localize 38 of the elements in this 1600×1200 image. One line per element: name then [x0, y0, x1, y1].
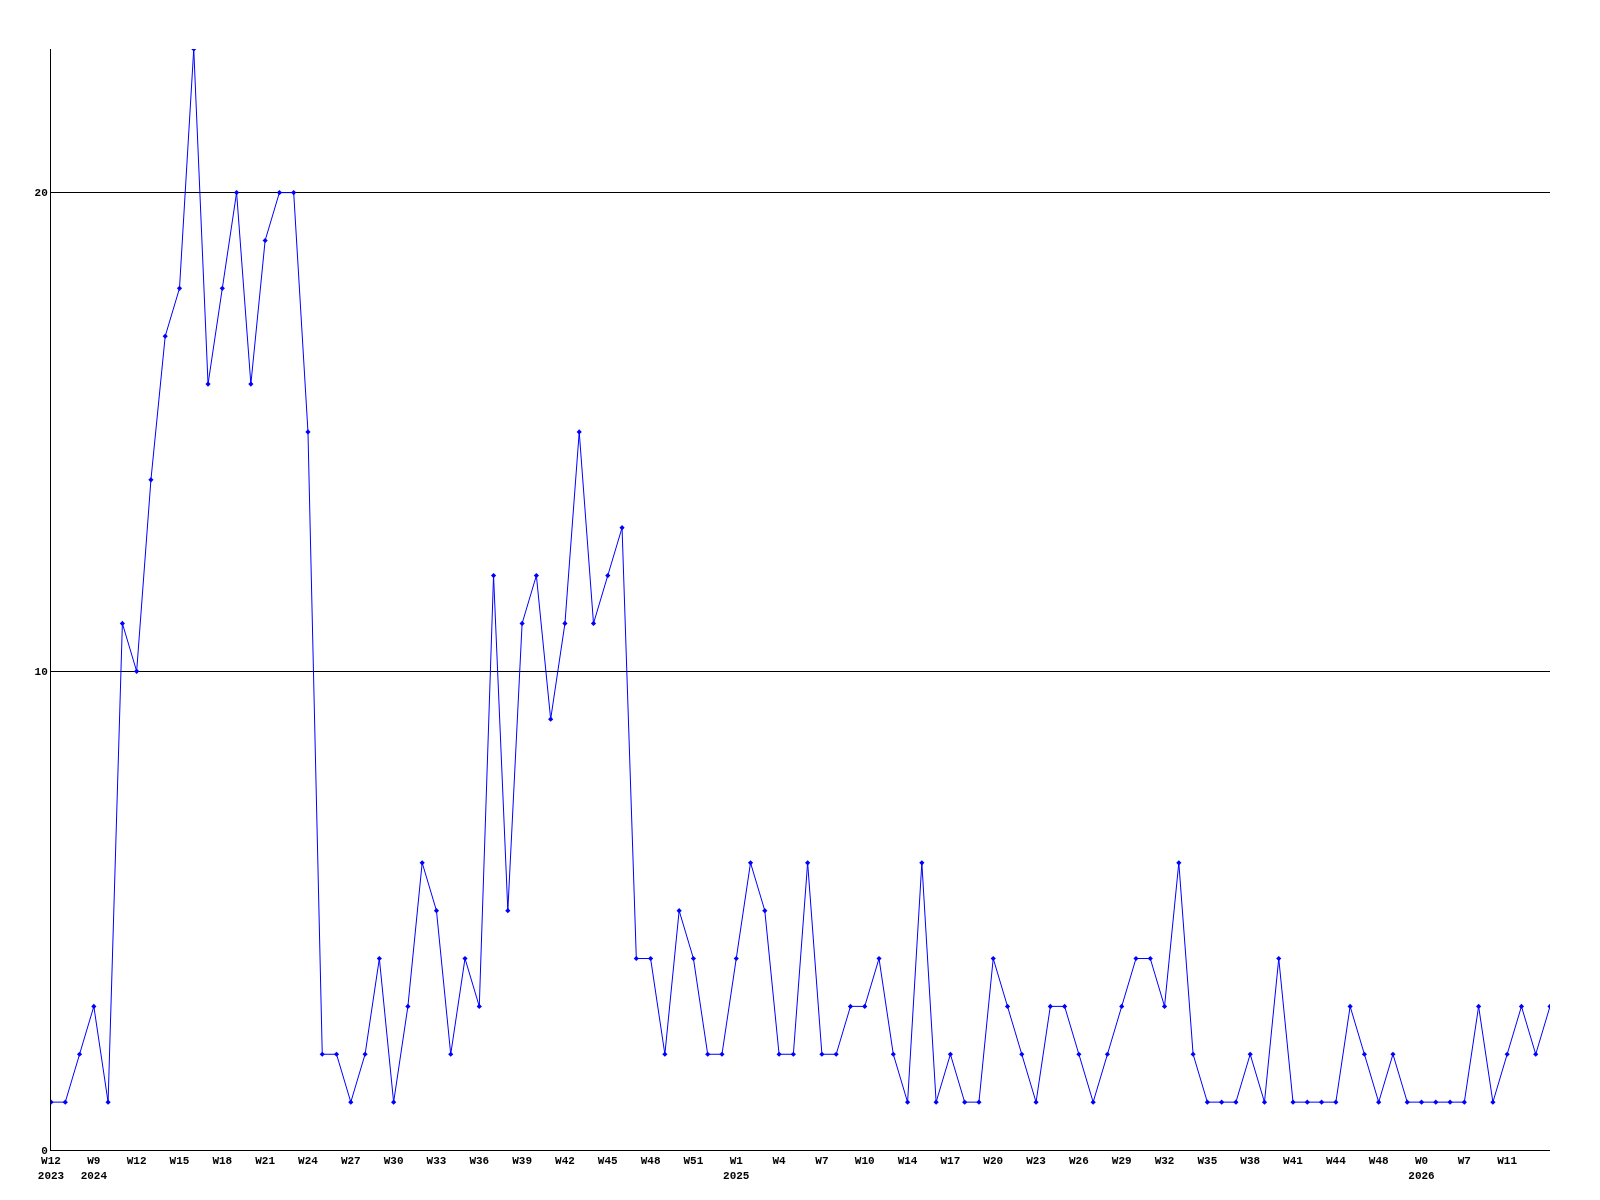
x-tick-label: W17 — [940, 1155, 961, 1168]
x-tick-label: W32 — [1154, 1155, 1175, 1168]
x-tick-label: W12 — [126, 1155, 147, 1168]
x-tick-label: W38 — [1240, 1155, 1261, 1168]
x-tick-label: W26 — [1068, 1155, 1089, 1168]
x-tick-label: W21 — [255, 1155, 276, 1168]
x-tick-label: W39 — [512, 1155, 533, 1168]
x-tick-label: W24 — [298, 1155, 319, 1168]
x-tick-label: W48 — [1368, 1155, 1389, 1168]
x-tick-label: W10 — [854, 1155, 875, 1168]
x-tick-label: W33 — [426, 1155, 447, 1168]
x-tick-label: W20 — [983, 1155, 1004, 1168]
x-tick-label: W15 — [169, 1155, 190, 1168]
x-tick-label: W7 — [1457, 1155, 1471, 1168]
x-tick-label: W35 — [1197, 1155, 1218, 1168]
y-tick-label: 20 — [34, 187, 48, 200]
x-tick-label: W36 — [469, 1155, 490, 1168]
x-tick-label: W1 2025 — [723, 1155, 750, 1182]
x-tick-label: W7 — [815, 1155, 829, 1168]
x-tick-label: W51 — [683, 1155, 704, 1168]
x-tick-label: W29 — [1111, 1155, 1132, 1168]
x-tick-label: W4 — [772, 1155, 787, 1168]
x-tick-label: W11 — [1497, 1155, 1518, 1168]
x-tick-label: W41 — [1283, 1155, 1304, 1168]
x-tick-label: W23 — [1026, 1155, 1047, 1168]
x-tick-label: W9 2024 — [80, 1155, 108, 1182]
x-tick-label: W0 2026 — [1408, 1155, 1435, 1182]
x-tick-label: W12 2023 — [37, 1155, 65, 1182]
x-tick-label: W45 — [597, 1155, 619, 1168]
x-tick-label: W30 — [383, 1155, 404, 1168]
x-tick-label: W42 — [555, 1155, 575, 1168]
y-tick-label: 10 — [34, 666, 48, 679]
y-tick-label: 0 — [41, 1144, 48, 1157]
x-tick-label: W14 — [897, 1155, 918, 1168]
x-tick-label: W44 — [1325, 1155, 1347, 1168]
x-tick-label: W27 — [340, 1155, 361, 1168]
x-tick-label: W18 — [212, 1155, 233, 1168]
x-tick-label: W48 — [640, 1155, 661, 1168]
